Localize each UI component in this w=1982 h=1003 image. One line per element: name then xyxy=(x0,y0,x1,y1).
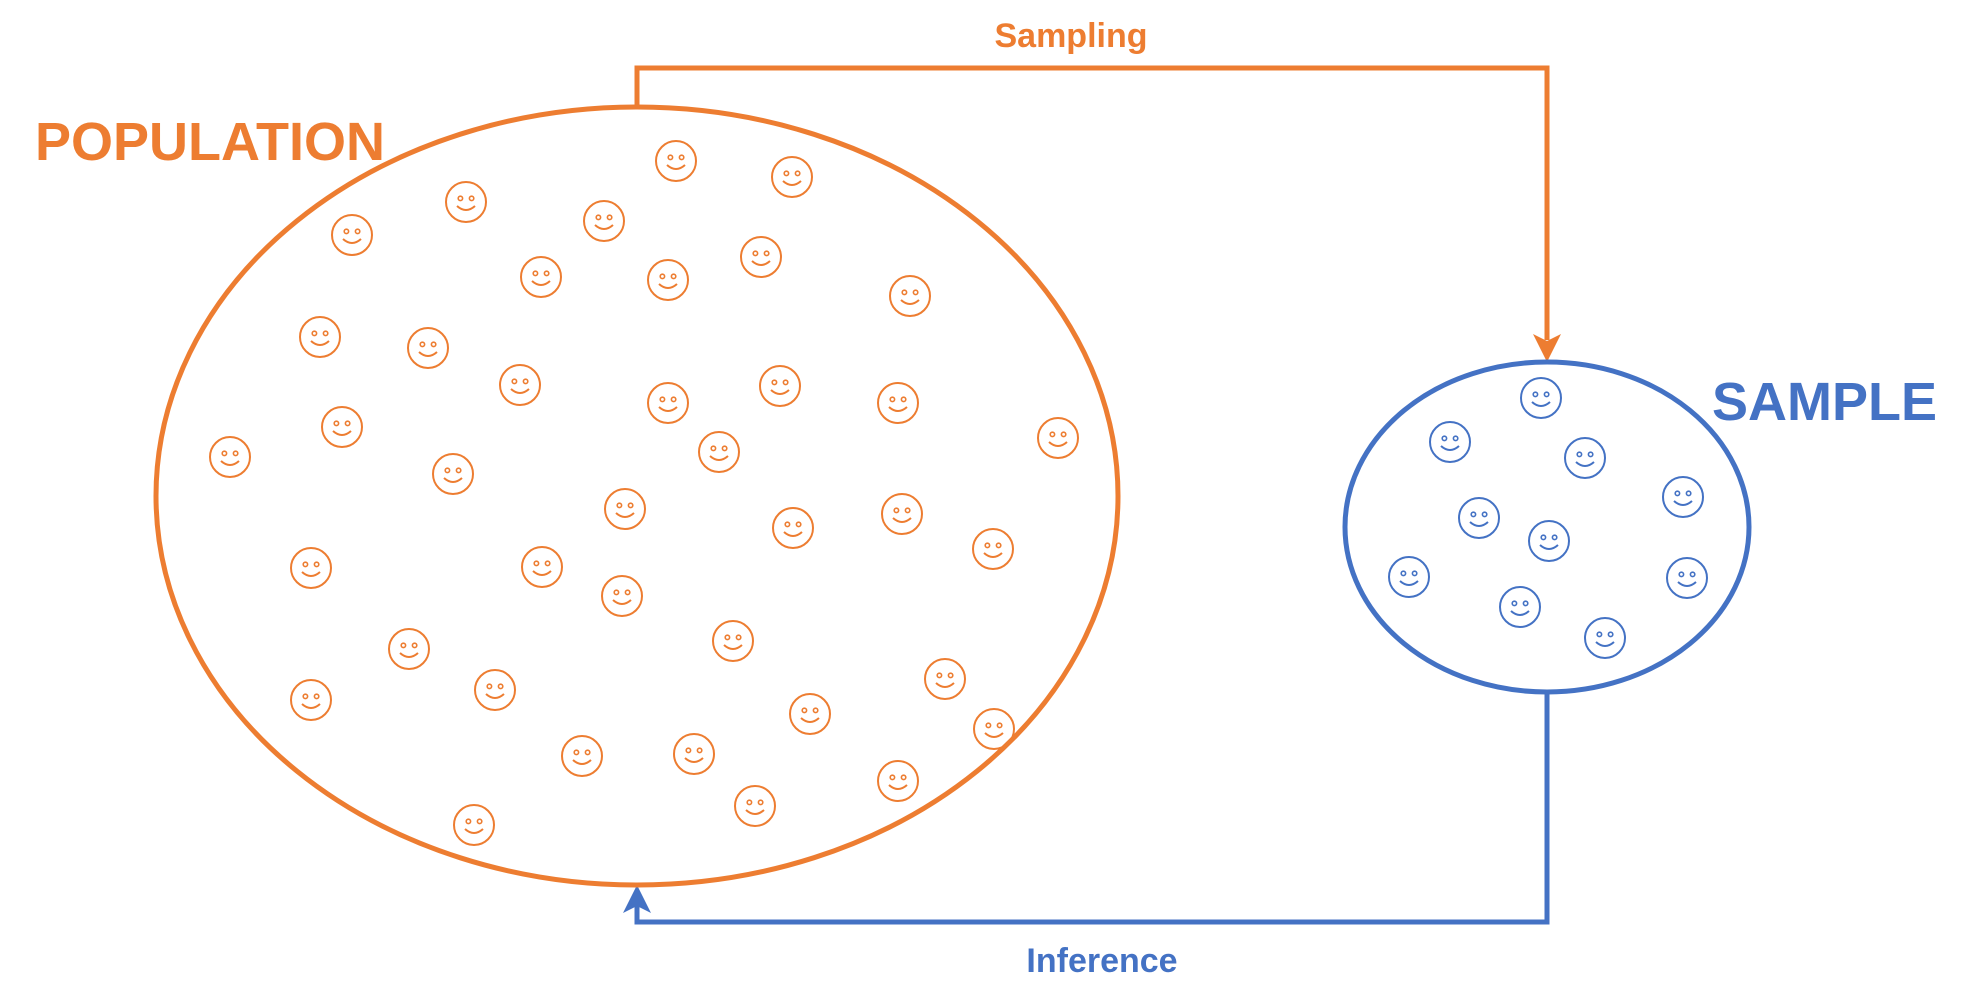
smiley-face-icon xyxy=(209,436,251,478)
sampling-connector-line xyxy=(634,65,1550,340)
smiley-face-icon xyxy=(734,785,776,827)
smiley-face-icon xyxy=(1662,476,1704,518)
smiley-face-icon xyxy=(601,575,643,617)
smiley-face-icon xyxy=(712,620,754,662)
smiley-face-icon xyxy=(877,760,919,802)
smiley-face-icon xyxy=(445,181,487,223)
smiley-face-icon xyxy=(499,364,541,406)
population-faces xyxy=(209,140,1079,846)
smiley-face-icon xyxy=(1429,421,1471,463)
sample-faces xyxy=(1388,377,1708,659)
smiley-face-icon xyxy=(771,156,813,198)
smiley-face-icon xyxy=(290,679,332,721)
smiley-face-icon xyxy=(331,214,373,256)
smiley-face-icon xyxy=(740,236,782,278)
smiley-face-icon xyxy=(299,316,341,358)
smiley-face-icon xyxy=(1458,497,1500,539)
smiley-face-icon xyxy=(407,327,449,369)
inference-arrowhead xyxy=(623,885,651,913)
smiley-face-icon xyxy=(877,382,919,424)
smiley-face-icon xyxy=(973,708,1015,750)
smiley-face-icon xyxy=(972,528,1014,570)
smiley-face-icon xyxy=(1666,557,1708,599)
smiley-face-icon xyxy=(889,275,931,317)
smiley-face-icon xyxy=(789,693,831,735)
smiley-face-icon xyxy=(520,256,562,298)
smiley-face-icon xyxy=(1388,556,1430,598)
smiley-face-icon xyxy=(521,546,563,588)
smiley-face-icon xyxy=(1564,437,1606,479)
smiley-face-icon xyxy=(759,365,801,407)
smiley-face-icon xyxy=(474,669,516,711)
inference-label: Inference xyxy=(1026,942,1177,980)
smiley-face-icon xyxy=(647,382,689,424)
inference-connector-line xyxy=(634,692,1550,925)
smiley-face-icon xyxy=(1499,586,1541,628)
sampling-arrowhead xyxy=(1533,334,1561,362)
smiley-face-icon xyxy=(561,735,603,777)
smiley-face-icon xyxy=(604,488,646,530)
smiley-face-icon xyxy=(698,431,740,473)
smiley-face-icon xyxy=(1528,520,1570,562)
smiley-face-icon xyxy=(1520,377,1562,419)
smiley-face-icon xyxy=(1584,617,1626,659)
population-label: POPULATION xyxy=(35,112,385,172)
smiley-face-icon xyxy=(321,406,363,448)
sampling-label: Sampling xyxy=(994,17,1147,55)
smiley-face-icon xyxy=(655,140,697,182)
smiley-face-icon xyxy=(673,733,715,775)
smiley-face-icon xyxy=(583,200,625,242)
smiley-face-icon xyxy=(881,493,923,535)
smiley-face-icon xyxy=(647,259,689,301)
sample-ellipse xyxy=(1342,359,1752,695)
inference-arrow xyxy=(623,692,1550,925)
sampling-arrow xyxy=(634,65,1561,362)
smiley-face-icon xyxy=(924,658,966,700)
population-ellipse xyxy=(153,104,1121,888)
smiley-face-icon xyxy=(432,453,474,495)
smiley-face-icon xyxy=(1037,417,1079,459)
smiley-face-icon xyxy=(388,628,430,670)
smiley-face-icon xyxy=(290,547,332,589)
smiley-face-icon xyxy=(453,804,495,846)
smiley-face-icon xyxy=(772,507,814,549)
sample-label: SAMPLE xyxy=(1712,372,1937,432)
